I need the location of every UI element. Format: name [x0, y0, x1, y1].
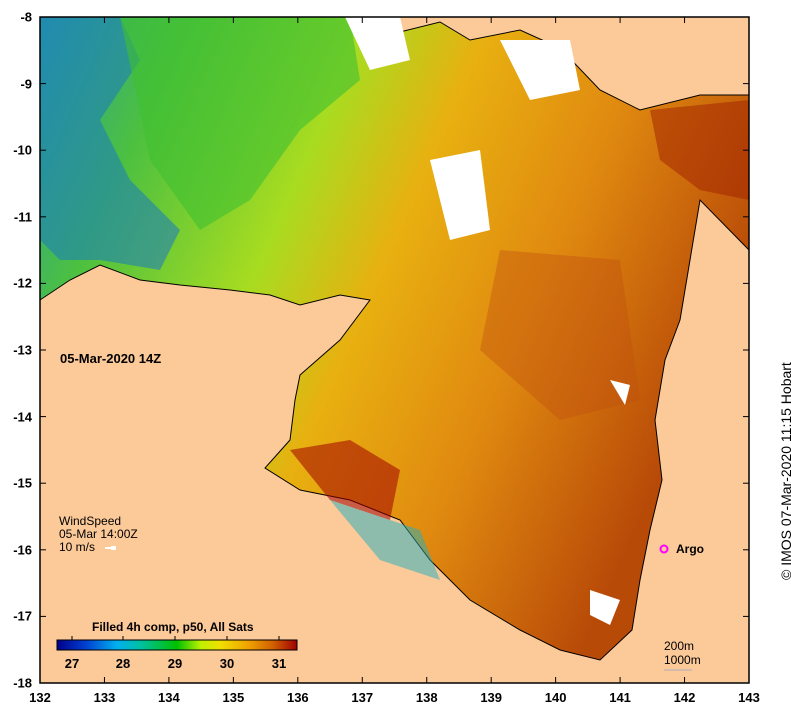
warm-water-patch	[480, 250, 640, 420]
y-tick-label: -17	[13, 608, 32, 624]
warm-water-patch	[290, 440, 400, 520]
x-tick-label: 137	[351, 690, 374, 705]
green-water-patch	[120, 17, 360, 230]
depth-200m-label: 200m	[664, 639, 695, 653]
x-tick-label: 135	[222, 690, 245, 705]
x-tick-label: 139	[480, 690, 503, 705]
y-tick-label: -12	[13, 275, 32, 291]
cool-water-patch	[40, 17, 180, 270]
argo-label: Argo	[676, 542, 704, 556]
cloud-mask	[345, 17, 630, 625]
y-tick-label: -8	[20, 9, 32, 25]
colorbar-tick-label: 31	[271, 656, 287, 671]
cool-water-patch	[330, 500, 440, 580]
wind-time: 05-Mar 14:00Z	[59, 527, 138, 541]
y-tick-label: -18	[13, 675, 32, 691]
y-tick-label: -13	[13, 342, 32, 358]
colorbar-tick-label: 29	[167, 656, 183, 671]
y-tick-label: -16	[13, 542, 32, 558]
wind-title: WindSpeed	[59, 514, 122, 528]
y-tick-label: -14	[13, 409, 32, 425]
date-label: 05-Mar-2020 14Z	[60, 351, 162, 366]
wind-scale: 10 m/s	[59, 540, 96, 554]
colorbar-ticks	[71, 636, 280, 640]
colorbar-tick-label: 28	[115, 656, 131, 671]
y-tick-label: -11	[13, 209, 32, 225]
credit-text: © IMOS 07-Mar-2020 11:15 Hobart	[778, 362, 791, 580]
x-tick-label: 140	[544, 690, 567, 705]
colorbar-tick-label: 27	[64, 656, 80, 671]
y-tick-label: -9	[20, 76, 32, 92]
depth-1000m-label: 1000m	[664, 653, 701, 667]
x-tick-label: 136	[286, 690, 309, 705]
x-tick-label: 141	[609, 690, 631, 705]
colorbar-title: Filled 4h comp, p50, All Sats	[92, 620, 254, 634]
x-tick-label: 132	[29, 690, 51, 705]
x-tick-label: 134	[158, 690, 180, 705]
x-tick-label: 143	[738, 690, 760, 705]
x-tick-label: 133	[93, 690, 116, 705]
y-tick-label: -10	[13, 142, 32, 158]
x-tick-label: 138	[415, 690, 438, 705]
colorbar-tick-label: 30	[219, 656, 235, 671]
y-tick-label: -15	[13, 475, 32, 491]
warm-water-patch	[650, 100, 749, 200]
argo-float-marker	[659, 544, 669, 554]
axis-ticks	[39, 16, 750, 684]
wind-arrow-icon	[105, 546, 116, 550]
colorbar	[56, 639, 298, 651]
x-tick-label: 142	[673, 690, 696, 705]
